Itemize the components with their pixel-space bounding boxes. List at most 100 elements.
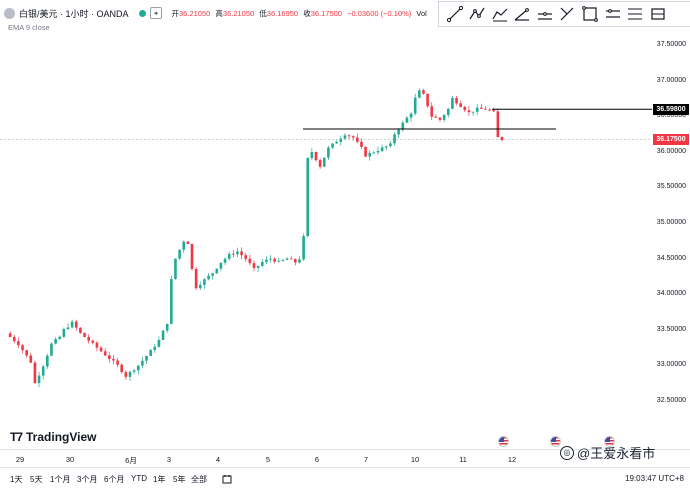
- candle-up: [380, 147, 384, 151]
- candle-up: [182, 241, 186, 250]
- candle-up: [372, 152, 376, 154]
- candle-down: [116, 360, 119, 365]
- candle-up: [66, 327, 70, 330]
- cross-line-icon[interactable]: [558, 5, 577, 24]
- chevron-icon[interactable]: ◂: [149, 7, 162, 19]
- candle-up: [389, 143, 392, 147]
- candle-up: [145, 355, 148, 361]
- candle-up: [322, 157, 326, 167]
- price-tick-label: 33.50000: [656, 325, 686, 333]
- candle-down: [8, 333, 12, 337]
- us-flag-event-icon[interactable]: [550, 436, 561, 447]
- us-flag-event-icon[interactable]: [604, 436, 615, 447]
- candle-down: [33, 362, 37, 384]
- time-tick-label: 6: [314, 455, 320, 464]
- candle-down: [120, 364, 124, 373]
- close-value: 36.17500: [310, 8, 342, 18]
- candle-up: [409, 113, 413, 118]
- candle-up: [227, 253, 231, 259]
- candle-down: [318, 160, 322, 167]
- clock[interactable]: 19:03:47 UTC+8: [625, 474, 684, 483]
- candle-up: [413, 97, 417, 114]
- rectangle-icon[interactable]: [581, 5, 600, 24]
- candle-up: [141, 360, 144, 366]
- candle-up: [265, 259, 268, 263]
- candle-down: [186, 241, 190, 244]
- change-value: −0.03600 (−0.10%): [347, 8, 412, 18]
- candle-up: [471, 111, 475, 113]
- time-tick-label: 10: [410, 455, 420, 464]
- trend-line-icon[interactable]: [445, 5, 464, 24]
- trend-angle-icon[interactable]: [513, 5, 532, 24]
- candle-up: [50, 343, 53, 356]
- price-range-icon[interactable]: [603, 5, 622, 24]
- calendar-icon[interactable]: [222, 474, 232, 486]
- candle-up: [215, 268, 219, 274]
- candle-down: [459, 103, 462, 107]
- horizontal-line-icon[interactable]: [535, 5, 554, 24]
- logo-text: TradingView: [26, 430, 97, 444]
- candle-up: [207, 275, 210, 280]
- high-value: 36.21050: [222, 8, 255, 18]
- symbol-title[interactable]: 白银/美元 · 1小时 · OANDA: [19, 8, 129, 19]
- time-tick-label: 29: [15, 455, 25, 464]
- drawing-toolbar: [438, 1, 690, 27]
- range-button[interactable]: 全部: [191, 475, 207, 484]
- candle-up: [128, 371, 132, 377]
- measure-icon[interactable]: [626, 5, 645, 24]
- candle-down: [289, 258, 293, 260]
- candle-down: [244, 255, 248, 259]
- time-tick-label: 12: [507, 455, 517, 464]
- ray-icon[interactable]: [468, 5, 487, 24]
- candle-down: [21, 345, 24, 351]
- candle-down: [492, 110, 496, 112]
- us-flag-event-icon[interactable]: [498, 436, 509, 447]
- time-tick-label: 30: [65, 455, 75, 464]
- candle-up: [302, 236, 305, 260]
- candle-down: [438, 117, 442, 120]
- candle-down: [294, 259, 297, 263]
- candle-up: [310, 152, 314, 158]
- range-button[interactable]: 1天: [10, 475, 23, 484]
- time-axis[interactable]: 29 30 6月 3 4 5 6 7 10 11 12: [0, 449, 690, 468]
- candle-down: [455, 97, 458, 104]
- candle-down: [364, 146, 367, 157]
- candle-up: [339, 138, 343, 142]
- candle-down: [12, 336, 16, 342]
- candle-up: [285, 258, 289, 260]
- candle-up: [37, 375, 41, 384]
- candle-up: [269, 258, 272, 260]
- range-button[interactable]: 5年: [173, 475, 186, 484]
- tradingview-logo-icon: T7: [10, 430, 23, 444]
- header-row: 白银/美元 · 1小时 · OANDA ◂ 开36.21050 高36.2105…: [4, 6, 427, 20]
- extended-line-icon[interactable]: [490, 5, 509, 24]
- price-chart[interactable]: [0, 0, 690, 450]
- candle-up: [223, 258, 227, 263]
- candle-down: [83, 332, 86, 338]
- price-tick-label: 34.50000: [656, 254, 686, 262]
- price-axis[interactable]: 37.50000 37.00000 36.50000 36.00000 35.50000…: [639, 30, 690, 450]
- indicator-legend[interactable]: EMA 9 close: [8, 23, 50, 32]
- candle-up: [46, 355, 49, 367]
- range-button[interactable]: 6个月: [104, 475, 125, 484]
- candle-down: [79, 327, 82, 333]
- candle-down: [351, 136, 355, 138]
- market-status-icon: [138, 9, 146, 17]
- candle-up: [170, 279, 173, 324]
- candle-down: [108, 355, 111, 359]
- range-button[interactable]: 3个月: [77, 475, 98, 484]
- candle-down: [496, 111, 500, 138]
- candle-up: [451, 97, 454, 109]
- price-tick-label: 32.50000: [656, 397, 686, 404]
- time-tick-label: 5: [265, 455, 271, 464]
- range-button[interactable]: YTD: [131, 474, 147, 483]
- fib-icon[interactable]: [648, 5, 667, 24]
- range-button[interactable]: 1个月: [50, 475, 71, 484]
- candle-up: [306, 157, 310, 237]
- candle-down: [314, 152, 318, 161]
- range-button[interactable]: 1年: [153, 475, 166, 484]
- range-button[interactable]: 5天: [30, 475, 43, 484]
- weibo-icon: ◎: [560, 445, 574, 460]
- candle-up: [343, 135, 347, 139]
- candle-up: [132, 370, 136, 372]
